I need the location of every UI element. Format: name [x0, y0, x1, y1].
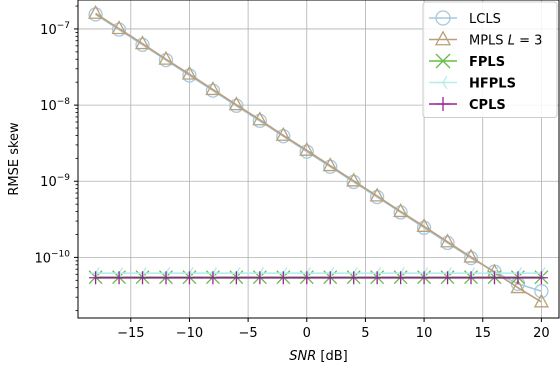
data-point	[182, 68, 197, 83]
data-point	[323, 271, 337, 285]
legend-label: MPLS L = 3	[469, 34, 542, 49]
y-axis-label: RMSE skew	[7, 122, 22, 196]
data-point	[134, 35, 151, 50]
legend-label: CPLS	[469, 98, 506, 113]
data-point	[229, 98, 244, 113]
data-point	[182, 271, 196, 285]
data-point	[158, 52, 174, 68]
legend-marker	[436, 97, 450, 111]
data-point	[439, 233, 456, 248]
data-point	[322, 157, 338, 172]
data-point	[534, 284, 549, 299]
legend-label: FPLS	[469, 55, 505, 70]
plot-series	[88, 4, 549, 308]
data-point	[181, 65, 198, 80]
data-point	[394, 271, 408, 285]
data-point	[88, 4, 104, 19]
data-point	[136, 271, 150, 285]
data-point	[323, 159, 338, 174]
data-point	[276, 271, 290, 285]
legend-label: HFPLS	[469, 77, 516, 92]
legend-marker	[436, 75, 448, 90]
data-point	[464, 271, 478, 285]
data-point	[440, 235, 455, 251]
data-point	[533, 293, 549, 308]
data-point	[393, 205, 408, 220]
data-point	[299, 141, 315, 156]
data-point	[158, 50, 174, 65]
x-axis-label: SNR [dB]	[289, 349, 347, 364]
data-point	[253, 271, 267, 285]
data-point	[205, 83, 221, 98]
legend-item: HFPLS	[429, 75, 516, 92]
series-mpls-l-3	[88, 4, 549, 308]
data-point	[112, 271, 126, 285]
data-point	[463, 250, 479, 266]
data-point	[417, 271, 431, 285]
legend-marker	[435, 53, 451, 69]
x-tick-label: −15	[117, 326, 144, 341]
x-tick-label: 10	[416, 326, 433, 341]
data-point	[370, 271, 384, 285]
data-point	[441, 271, 455, 285]
data-point	[393, 203, 409, 218]
x-axis-label-unit: [dB]	[316, 349, 347, 364]
data-point	[299, 144, 314, 159]
data-point	[252, 111, 268, 126]
legend-marker	[435, 10, 451, 26]
legend-marker	[434, 30, 452, 46]
data-point	[416, 217, 432, 232]
y-tick-label: 10−8	[40, 97, 70, 114]
data-point	[276, 129, 291, 144]
data-point	[369, 187, 385, 202]
x-axis-label-italic: SNR	[289, 349, 316, 364]
legend-item: MPLS L = 3	[429, 30, 542, 49]
data-point	[416, 220, 432, 235]
data-point	[510, 279, 526, 294]
legend-label: LCLS	[469, 12, 501, 27]
x-tick-label: −10	[176, 326, 203, 341]
series-cpls	[89, 271, 548, 285]
series-line	[95, 12, 542, 303]
data-point	[463, 248, 479, 263]
x-tick-label: 5	[361, 326, 369, 341]
data-point	[511, 271, 525, 285]
data-point	[205, 81, 221, 96]
data-point	[228, 96, 244, 111]
x-tick-label: 20	[533, 326, 550, 341]
data-point	[300, 271, 314, 285]
data-point	[229, 271, 243, 285]
data-point	[111, 22, 127, 37]
y-tick-label: 10−9	[40, 173, 70, 190]
data-point	[89, 271, 103, 285]
legend: LCLS MPLS L = 3 FPLS HFPLS CPLS	[422, 1, 558, 118]
data-point	[370, 189, 385, 205]
data-point	[487, 271, 501, 285]
x-tick-label: 15	[474, 326, 491, 341]
data-point	[275, 126, 291, 141]
data-point	[346, 174, 361, 190]
data-point	[534, 271, 548, 285]
x-tick-label: 0	[303, 326, 311, 341]
data-point	[159, 271, 173, 285]
legend-box	[422, 1, 558, 118]
y-tick-label: 10−10	[34, 249, 70, 266]
legend-item: CPLS	[429, 97, 506, 113]
data-point	[347, 271, 361, 285]
y-tick-label: 10−7	[40, 21, 70, 38]
legend-item: FPLS	[429, 53, 505, 70]
data-point	[252, 113, 267, 129]
data-point	[206, 271, 220, 285]
legend-item: LCLS	[429, 10, 501, 27]
data-point	[346, 172, 362, 187]
data-point	[135, 37, 150, 52]
data-point	[111, 20, 127, 35]
data-point	[88, 7, 103, 22]
axes: −15 −10 −5 0 5 10 15 20 10−10 10−9 10−8 10−7	[34, 5, 550, 341]
plot-frame	[77, 0, 560, 319]
x-tick-label: −5	[239, 326, 258, 341]
